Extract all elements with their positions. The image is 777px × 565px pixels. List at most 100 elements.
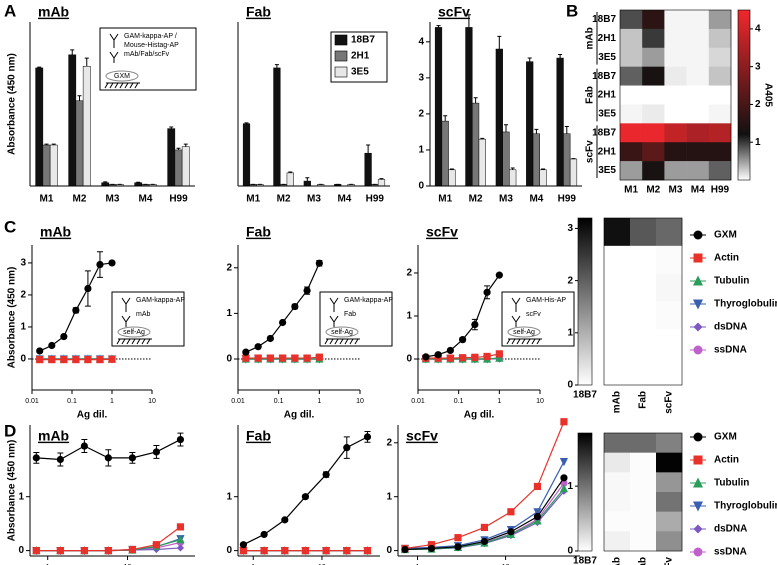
legend-label: 2H1 <box>351 51 370 62</box>
error-bar <box>77 95 82 101</box>
heatmap-cell <box>686 104 710 124</box>
heatmap-cell <box>630 472 657 493</box>
column-label: scFv <box>664 557 675 565</box>
row-label: 18B7 <box>592 127 616 138</box>
group-label: mAb <box>585 27 596 49</box>
error-bar <box>541 168 546 170</box>
colorbar-tick-label: 1 <box>567 481 573 492</box>
marker <box>56 547 64 555</box>
marker <box>260 547 268 555</box>
y-tick-label: 0 <box>226 354 232 365</box>
error-bar <box>51 143 56 145</box>
marker <box>471 320 479 329</box>
marker <box>176 435 185 444</box>
antigen <box>117 326 151 338</box>
x-tick-label: H99 <box>366 194 385 205</box>
error-bar <box>288 171 293 173</box>
y-axis-title: Absorbance (450 nm) <box>7 53 18 155</box>
group-label: scFv <box>585 140 596 163</box>
legend-label: ssDNA <box>714 345 747 356</box>
colorbar-tick-label: 0 <box>567 546 573 557</box>
marker <box>559 484 569 493</box>
heatmap-cell <box>686 47 710 67</box>
heatmap-cell <box>686 142 710 162</box>
antibody-icon <box>121 297 131 327</box>
colorbar <box>577 432 593 552</box>
marker <box>560 418 568 426</box>
marker <box>281 516 289 524</box>
marker <box>104 547 112 555</box>
marker <box>693 432 703 442</box>
inset-text: mAb/Fab/scFv <box>124 51 170 58</box>
marker <box>176 523 185 531</box>
chart-title: mAb <box>38 4 69 20</box>
bar <box>434 27 443 187</box>
heatmap-cell <box>630 452 657 473</box>
error-bar <box>510 167 515 170</box>
bar <box>563 133 571 187</box>
bar <box>286 172 294 187</box>
marker <box>239 541 248 549</box>
error-bar <box>379 178 384 180</box>
heatmap-cell <box>686 85 710 105</box>
marker <box>480 537 489 546</box>
heatmap-cell <box>620 28 643 49</box>
chart-title: Fab <box>246 428 271 444</box>
heatmap-cell <box>604 218 631 247</box>
marker <box>72 355 80 364</box>
x-tick-label: 1 <box>416 564 420 565</box>
marker <box>176 544 185 552</box>
y-tick-label: 1 <box>226 308 232 319</box>
heatmap-cell <box>708 47 732 67</box>
panel-label: D <box>4 421 16 440</box>
y-tick-label: 0 <box>226 545 232 556</box>
y-tick-label: 1 <box>18 491 24 502</box>
legend-label: GXM <box>714 432 737 443</box>
inset-text: self-Ag <box>123 329 145 336</box>
heatmap-cell <box>708 123 732 143</box>
heatmap-cell <box>664 161 687 181</box>
x-tick-label: 0.01 <box>231 398 245 405</box>
marker <box>254 354 262 362</box>
colorbar <box>737 9 751 181</box>
bar <box>509 169 517 187</box>
legend-swatch <box>334 66 348 78</box>
row-label: 2H1 <box>598 33 617 44</box>
error-bar <box>527 57 532 62</box>
x-tick-label: 0.01 <box>411 398 425 405</box>
marker <box>533 516 542 525</box>
heatmap-cell <box>604 301 631 330</box>
bar <box>174 149 183 187</box>
heatmap-cell <box>708 142 732 162</box>
error-bar <box>473 97 478 104</box>
x-tick-label: 0.1 <box>454 398 464 405</box>
chart-title: scFv <box>438 4 470 20</box>
chart-title: mAb <box>40 224 71 240</box>
legend-label: 3E5 <box>351 67 369 78</box>
bar <box>569 158 578 187</box>
x-tick-label: M1 <box>246 194 260 205</box>
y-tick-label: 1 <box>406 311 412 322</box>
heatmap-cell <box>642 161 665 181</box>
marker <box>108 355 116 363</box>
y-tick-label: 2 <box>406 268 412 279</box>
marker <box>693 299 703 310</box>
antigen <box>325 326 359 338</box>
marker <box>128 545 136 554</box>
series-line <box>404 461 565 550</box>
error-bar <box>84 57 89 67</box>
marker <box>279 354 287 362</box>
column-label: Fab <box>638 391 649 409</box>
marker <box>36 347 44 355</box>
marker <box>693 322 703 332</box>
bar <box>242 123 251 187</box>
heatmap-cell <box>604 452 631 473</box>
bar <box>377 179 386 187</box>
marker <box>56 455 64 464</box>
y-axis-title: Absorbance (450 nm) <box>7 267 18 369</box>
heatmap-cell <box>604 329 631 358</box>
heatmap-cell <box>708 85 732 105</box>
heatmap-cell <box>656 511 683 532</box>
surface <box>324 338 360 345</box>
marker <box>693 455 703 465</box>
